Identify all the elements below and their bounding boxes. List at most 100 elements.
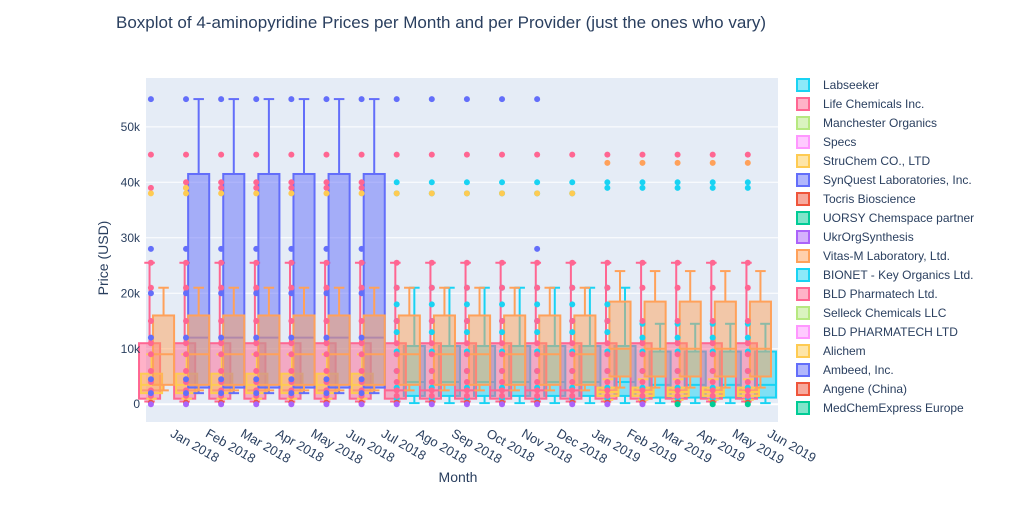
legend-item[interactable]: BLD PHARMATECH LTD: [796, 325, 958, 339]
legend-item[interactable]: Vitas-M Laboratory, Ltd.: [796, 249, 950, 263]
data-point: [183, 96, 190, 103]
data-point: [358, 284, 365, 291]
box-body: [643, 300, 667, 378]
data-point: [358, 290, 365, 297]
data-point: [744, 351, 751, 358]
data-point: [218, 390, 225, 397]
legend-swatch: [796, 401, 810, 415]
data-point: [288, 184, 295, 191]
data-point: [147, 284, 154, 291]
legend-item[interactable]: Tocris Bioscience: [796, 192, 916, 206]
legend-item[interactable]: Manchester Organics: [796, 116, 937, 130]
legend-item[interactable]: BLD Pharmatech Ltd.: [796, 287, 938, 301]
data-point: [323, 190, 330, 197]
data-point: [183, 390, 190, 397]
data-point: [463, 151, 470, 158]
data-point: [183, 259, 190, 266]
data-point: [709, 159, 716, 166]
data-point: [183, 351, 190, 358]
data-point: [674, 379, 681, 386]
legend-item[interactable]: Alichem: [796, 344, 866, 358]
legend-item[interactable]: Selleck Chemicals LLC: [796, 306, 947, 320]
legend-item[interactable]: Labseeker: [796, 78, 879, 92]
data-point: [569, 392, 576, 399]
data-point: [288, 151, 295, 158]
legend-item[interactable]: UkrOrgSynthesis: [796, 230, 914, 244]
box-body: [222, 314, 246, 386]
data-point: [709, 392, 716, 399]
data-point: [428, 379, 435, 386]
data-point: [569, 351, 576, 358]
data-point: [639, 151, 646, 158]
data-point: [358, 96, 365, 103]
legend-label: BLD PHARMATECH LTD: [823, 325, 958, 339]
data-point: [428, 190, 435, 197]
data-point: [147, 245, 154, 252]
data-point: [674, 151, 681, 158]
legend-item[interactable]: SynQuest Laboratories, Inc.: [796, 173, 972, 187]
legend-item[interactable]: Ambeed, Inc.: [796, 363, 894, 377]
data-point: [288, 351, 295, 358]
y-tick-labels: 0 10k 20k 30k 40k 50k: [121, 120, 141, 411]
data-point: [534, 318, 541, 325]
y-tick-label: 0: [133, 397, 140, 411]
legend-label: MedChemExpress Europe: [823, 401, 964, 415]
y-tick-label: 50k: [121, 120, 141, 134]
data-point: [393, 301, 400, 308]
data-point: [288, 190, 295, 197]
data-point: [569, 301, 576, 308]
data-point: [639, 179, 646, 186]
data-point: [428, 387, 435, 394]
legend-label: Labseeker: [823, 78, 879, 92]
data-point: [463, 179, 470, 186]
data-point: [218, 340, 225, 347]
legend-item[interactable]: BIONET - Key Organics Ltd.: [796, 268, 974, 282]
data-point: [253, 351, 260, 358]
data-point: [499, 367, 506, 374]
data-point: [288, 334, 295, 341]
data-point: [358, 245, 365, 252]
data-point: [499, 401, 506, 408]
data-point: [709, 318, 716, 325]
data-point: [569, 367, 576, 374]
data-point: [534, 96, 541, 103]
legend-item[interactable]: MedChemExpress Europe: [796, 401, 964, 415]
legend-item[interactable]: Life Chemicals Inc.: [796, 97, 924, 111]
legend-item[interactable]: StruChem CO., LTD: [796, 154, 930, 168]
box-body: [257, 314, 281, 386]
data-point: [428, 392, 435, 399]
legend-swatch: [796, 287, 810, 301]
data-point: [534, 301, 541, 308]
data-point: [253, 179, 260, 186]
data-point: [534, 392, 541, 399]
legend-label: Life Chemicals Inc.: [823, 97, 924, 111]
legend[interactable]: Labseeker Life Chemicals Inc. Manchester O…: [796, 78, 974, 415]
data-point: [534, 387, 541, 394]
data-point: [253, 334, 260, 341]
data-point: [674, 179, 681, 186]
data-point: [569, 340, 576, 347]
data-point: [463, 190, 470, 197]
data-point: [323, 259, 330, 266]
legend-swatch: [796, 344, 810, 358]
legend-item[interactable]: UORSY Chemspace partner: [796, 211, 974, 225]
data-point: [463, 340, 470, 347]
data-point: [323, 318, 330, 325]
data-point: [253, 151, 260, 158]
data-point: [253, 284, 260, 291]
data-point: [428, 367, 435, 374]
legend-item[interactable]: Specs: [796, 135, 856, 149]
data-point: [499, 329, 506, 336]
data-point: [744, 318, 751, 325]
legend-swatch: [796, 78, 810, 92]
data-point: [253, 340, 260, 347]
legend-swatch: [796, 230, 810, 244]
data-point: [253, 190, 260, 197]
data-point: [358, 334, 365, 341]
legend-item[interactable]: Angene (China): [796, 382, 907, 396]
data-point: [147, 351, 154, 358]
data-point: [253, 290, 260, 297]
data-point: [323, 96, 330, 103]
data-point: [674, 401, 681, 408]
data-point: [534, 367, 541, 374]
